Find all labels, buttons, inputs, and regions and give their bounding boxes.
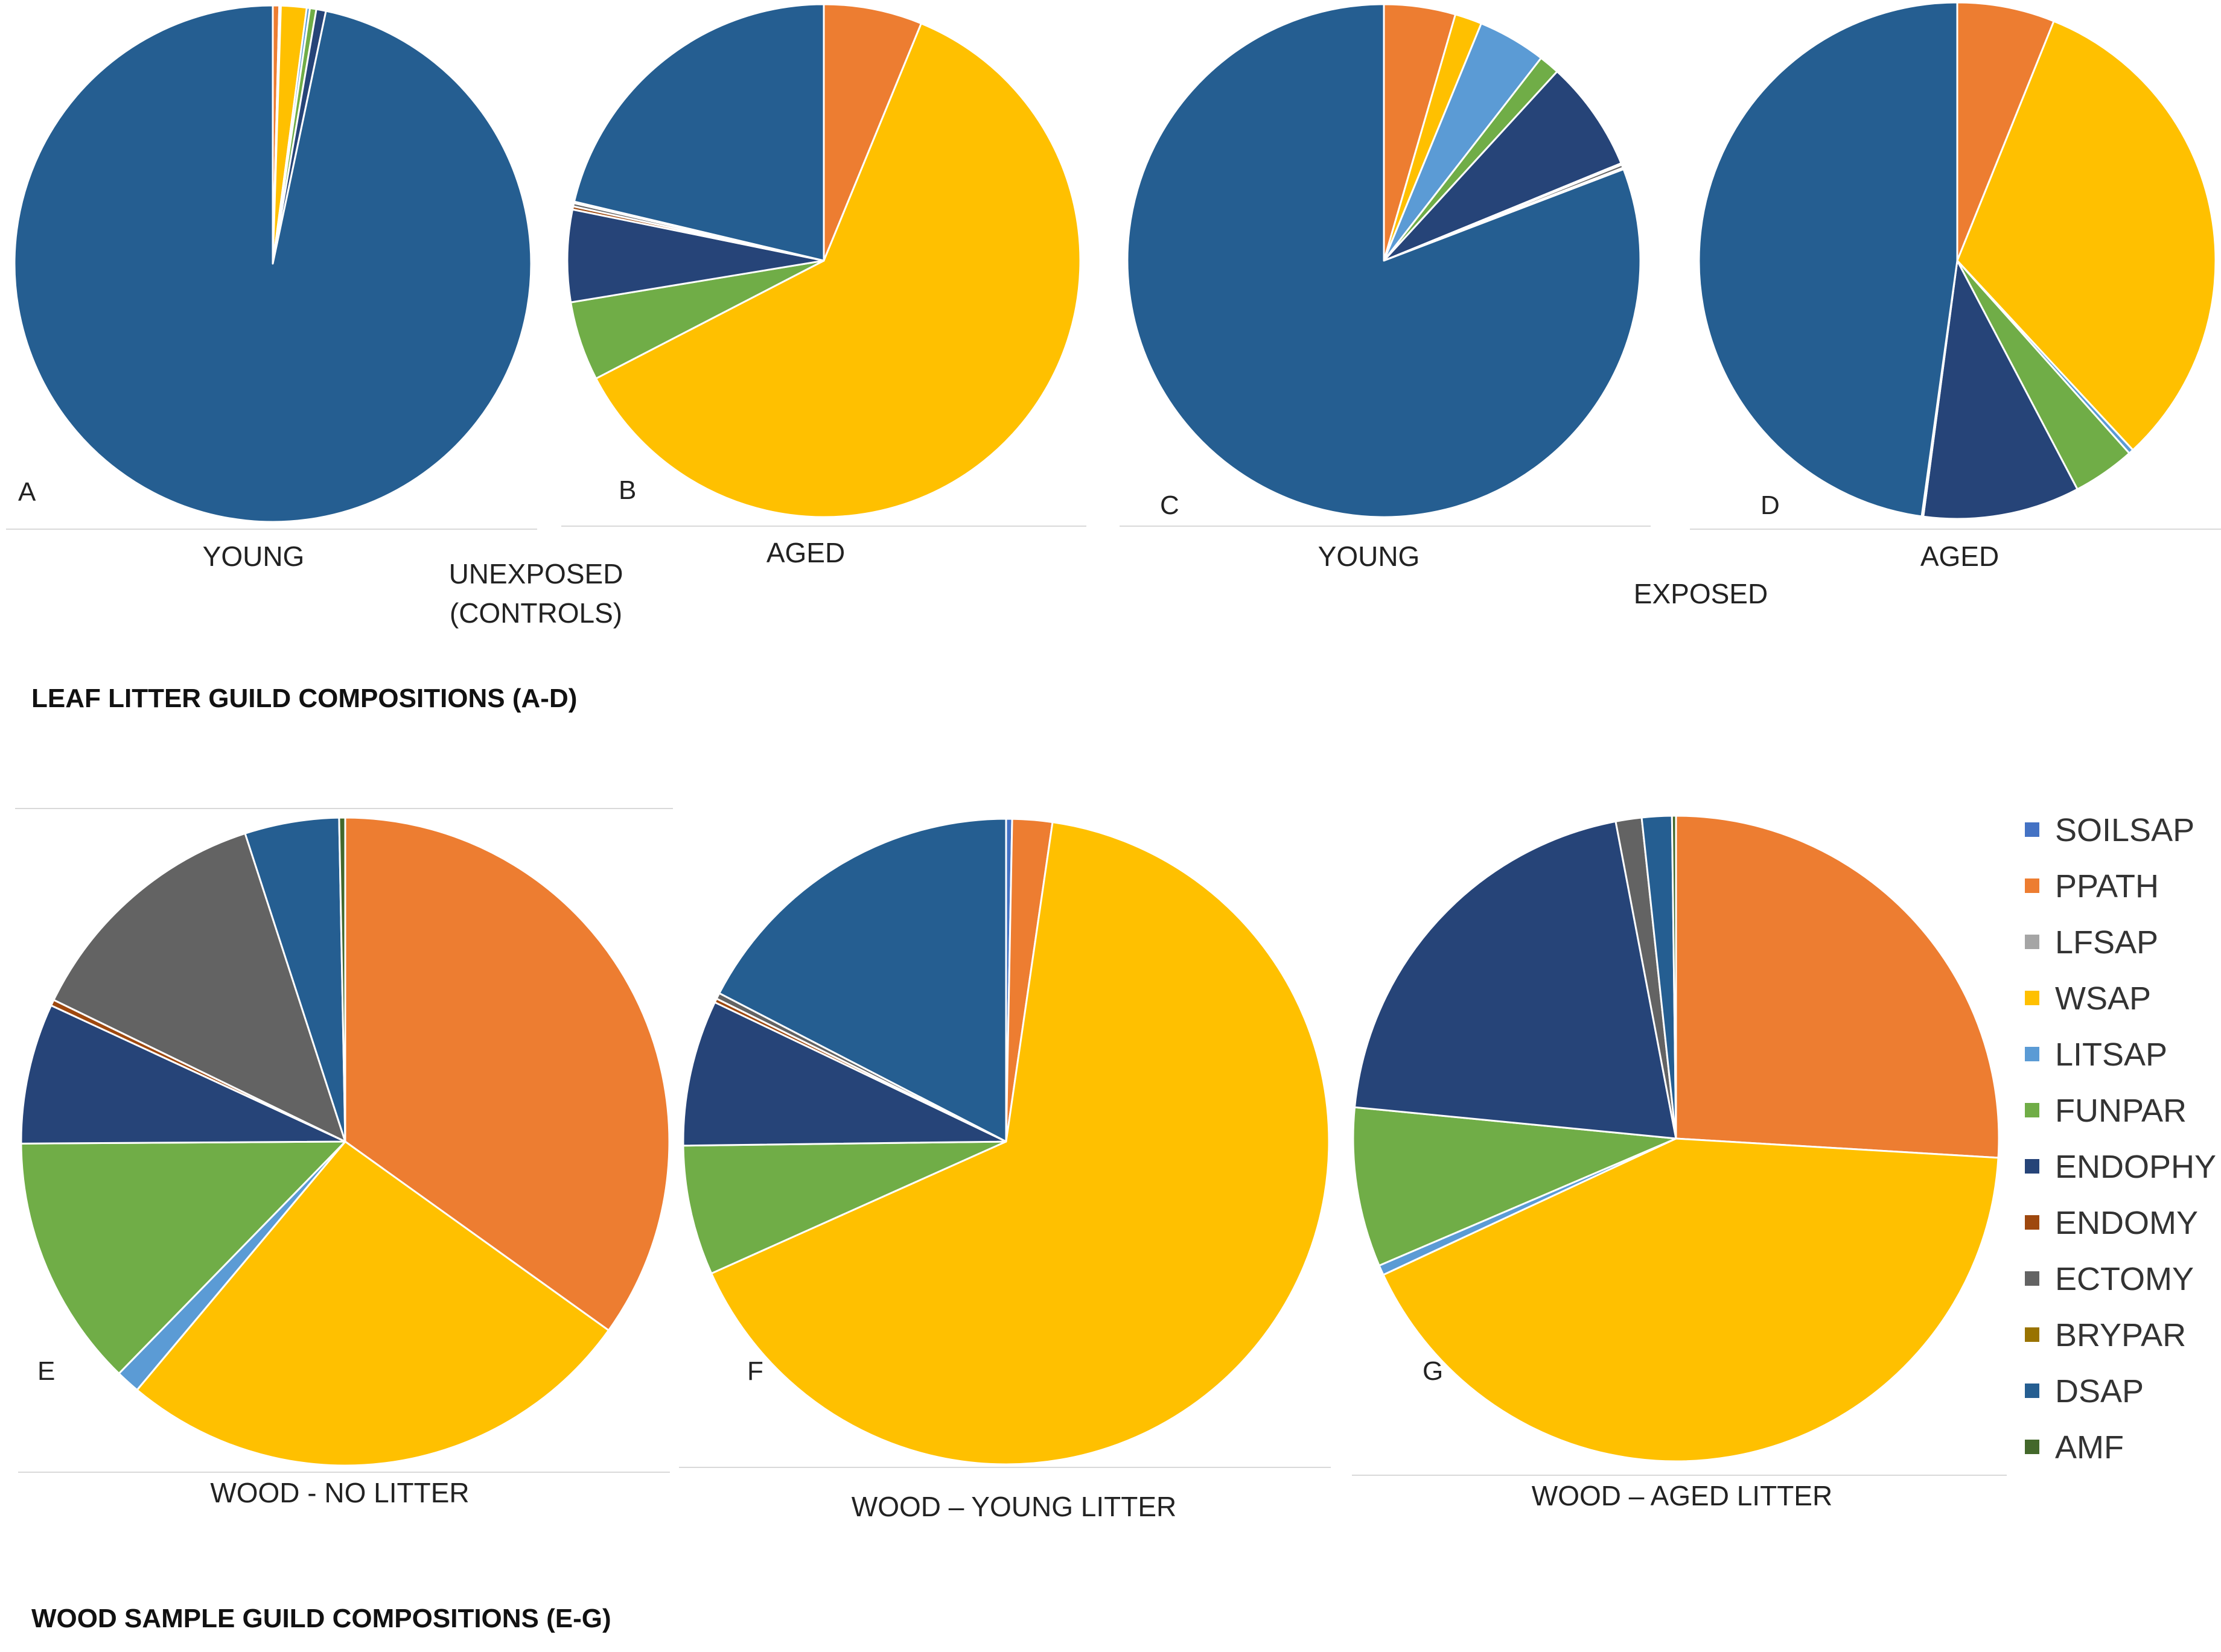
pie-d-slice-dsap (1698, 1, 1958, 518)
caption-b: AGED (766, 537, 845, 568)
pie-b (566, 3, 1082, 518)
legend-label-lfsap: LFSAP (2055, 924, 2158, 961)
legend-item-wsap: WSAP (2025, 980, 2151, 1017)
pie-b-slice-wsap (595, 22, 1082, 518)
legend-item-endophy: ENDOPHY (2025, 1149, 2216, 1185)
caption-f: WOOD – YOUNG LITTER (852, 1491, 1176, 1522)
caption-c: YOUNG (1318, 541, 1420, 572)
legend-label-endomy: ENDOMY (2055, 1205, 2198, 1241)
legend-swatch-brypar (2025, 1327, 2039, 1342)
pie-g (1352, 815, 2000, 1463)
legend-label-wsap: WSAP (2055, 980, 2151, 1017)
pie-f-slice-funpar (682, 1140, 1007, 1275)
pie-f-slice-endophy (682, 1001, 1007, 1147)
pie-e-slice-wsap (136, 1140, 610, 1467)
baselines (6, 526, 2221, 1476)
panel-letter-e: E (37, 1356, 55, 1386)
panel-letter-f: F (747, 1356, 763, 1386)
pie-d-slice-wsap (1956, 20, 2217, 451)
legend-label-ppath: PPATH (2055, 868, 2159, 904)
panel-letter-d: D (1761, 491, 1780, 520)
pie-charts (13, 1, 2217, 1467)
legend-swatch-ppath (2025, 878, 2039, 893)
group-labels: UNEXPOSED (CONTROLS) EXPOSED (449, 558, 1768, 629)
legend-item-ppath: PPATH (2025, 868, 2159, 904)
pie-c-slice-endophy (1383, 71, 1622, 262)
pie-f (682, 818, 1330, 1466)
pie-b-slice-dsap (573, 3, 825, 262)
legend-swatch-funpar (2025, 1103, 2039, 1117)
caption-a: YOUNG (203, 541, 305, 572)
pie-d (1698, 1, 2217, 520)
pie-e-slice-ectomy (53, 832, 346, 1143)
pie-d-slice-endophy (1922, 259, 2079, 520)
legend-swatch-ectomy (2025, 1271, 2039, 1286)
legend-label-litsap: LITSAP (2055, 1037, 2167, 1073)
pie-e-slice-endophy (20, 1004, 346, 1145)
pie-f-slice-wsap (710, 821, 1330, 1466)
legend-item-soilsap: SOILSAP (2025, 812, 2194, 848)
controls-label: (CONTROLS) (450, 597, 622, 629)
pie-g-slice-ppath (1675, 815, 2000, 1159)
panel-letter-g: G (1423, 1356, 1443, 1386)
pie-e-slice-dsap (244, 816, 346, 1143)
pie-d-slice-ppath (1956, 1, 2055, 262)
legend-swatch-lfsap (2025, 935, 2039, 949)
captions: YOUNG AGED YOUNG AGED WOOD - NO LITTER W… (203, 537, 2000, 1522)
legend-label-endophy: ENDOPHY (2055, 1149, 2216, 1185)
legend-item-amf: AMF (2025, 1429, 2124, 1466)
caption-g: WOOD – AGED LITTER (1532, 1480, 1832, 1511)
panel-letter-c: C (1160, 491, 1179, 520)
leaf-section-title: LEAF LITTER GUILD COMPOSITIONS (A-D) (31, 684, 577, 713)
pie-c-slice-dsap (1126, 3, 1642, 518)
legend-item-endomy: ENDOMY (2025, 1205, 2198, 1241)
caption-d: AGED (1920, 541, 1999, 572)
pie-e-slice-ppath (344, 816, 671, 1332)
legend-swatch-endophy (2025, 1159, 2039, 1174)
legend-label-soilsap: SOILSAP (2055, 812, 2194, 848)
legend-swatch-litsap (2025, 1047, 2039, 1061)
legend-item-brypar: BRYPAR (2025, 1317, 2186, 1353)
pie-b-slice-ppath (823, 3, 922, 262)
panel-letter-a: A (18, 477, 36, 507)
legend-label-brypar: BRYPAR (2055, 1317, 2186, 1353)
pie-e-slice-funpar (20, 1140, 346, 1374)
legend-swatch-amf (2025, 1440, 2039, 1454)
legend-label-funpar: FUNPAR (2055, 1093, 2187, 1129)
legend-swatch-endomy (2025, 1215, 2039, 1230)
legend-item-litsap: LITSAP (2025, 1037, 2167, 1073)
pie-a (13, 4, 532, 523)
panel-letter-b: B (619, 475, 636, 505)
legend-swatch-wsap (2025, 991, 2039, 1005)
pie-g-slice-funpar (1352, 1106, 1677, 1267)
pie-e (20, 816, 671, 1467)
exposed-label: EXPOSED (1634, 578, 1768, 609)
pie-g-slice-endophy (1354, 820, 1677, 1140)
legend-item-lfsap: LFSAP (2025, 924, 2158, 961)
legend-item-funpar: FUNPAR (2025, 1093, 2187, 1129)
legend-item-dsap: DSAP (2025, 1373, 2144, 1409)
unexposed-label: UNEXPOSED (449, 558, 623, 589)
legend-label-ectomy: ECTOMY (2055, 1261, 2194, 1297)
caption-e: WOOD - NO LITTER (210, 1477, 469, 1508)
legend: SOILSAP PPATH LFSAP WSAP LITSAP FUNPAR ENDOPHY… (2025, 812, 2216, 1466)
pie-g-slice-amf (1671, 815, 1677, 1140)
panel-letters: A B C D E F G (18, 475, 1780, 1386)
pie-g-slice-wsap (1382, 1137, 2000, 1463)
legend-swatch-dsap (2025, 1384, 2039, 1398)
pie-a-slice-dsap (13, 4, 532, 523)
legend-label-dsap: DSAP (2055, 1373, 2144, 1409)
legend-swatch-soilsap (2025, 822, 2039, 837)
pie-e-slice-amf (338, 816, 346, 1143)
section-titles: LEAF LITTER GUILD COMPOSITIONS (A-D) WOO… (31, 684, 611, 1633)
pie-f-slice-dsap (718, 818, 1007, 1143)
legend-label-amf: AMF (2055, 1429, 2124, 1466)
wood-section-title: WOOD SAMPLE GUILD COMPOSITIONS (E-G) (31, 1604, 611, 1633)
pie-c (1126, 3, 1642, 518)
pie-b-slice-endophy (566, 208, 825, 303)
legend-item-ectomy: ECTOMY (2025, 1261, 2194, 1297)
